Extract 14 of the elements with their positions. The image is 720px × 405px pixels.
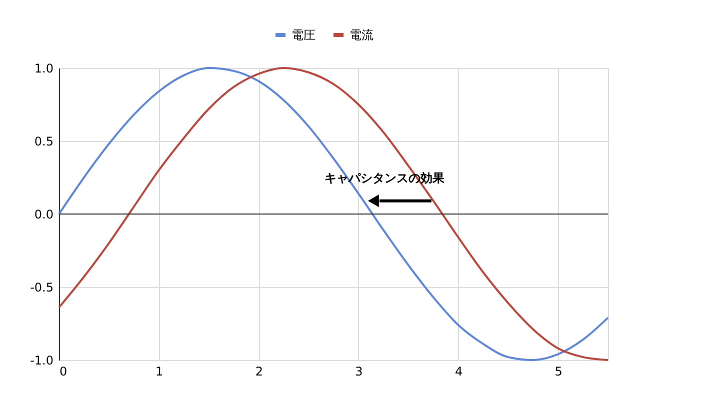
x-tick-label: 3 bbox=[355, 364, 363, 378]
x-tick-label: 4 bbox=[454, 364, 463, 378]
x-tick-label: 0 bbox=[60, 364, 68, 378]
y-tick-label: 1.0 bbox=[34, 62, 54, 76]
y-tick-label: -1.0 bbox=[30, 354, 54, 368]
y-tick-label: 0.0 bbox=[34, 208, 54, 222]
y-tick-label: 0.5 bbox=[34, 134, 54, 148]
legend-label: 電流 bbox=[350, 28, 374, 42]
legend-label: 電圧 bbox=[292, 28, 316, 42]
x-tick-label: 5 bbox=[554, 364, 562, 378]
x-tick-label: 1 bbox=[156, 364, 164, 378]
y-tick-label: -0.5 bbox=[30, 280, 54, 294]
x-tick-label: 2 bbox=[255, 364, 263, 378]
line-series bbox=[58, 67, 609, 361]
